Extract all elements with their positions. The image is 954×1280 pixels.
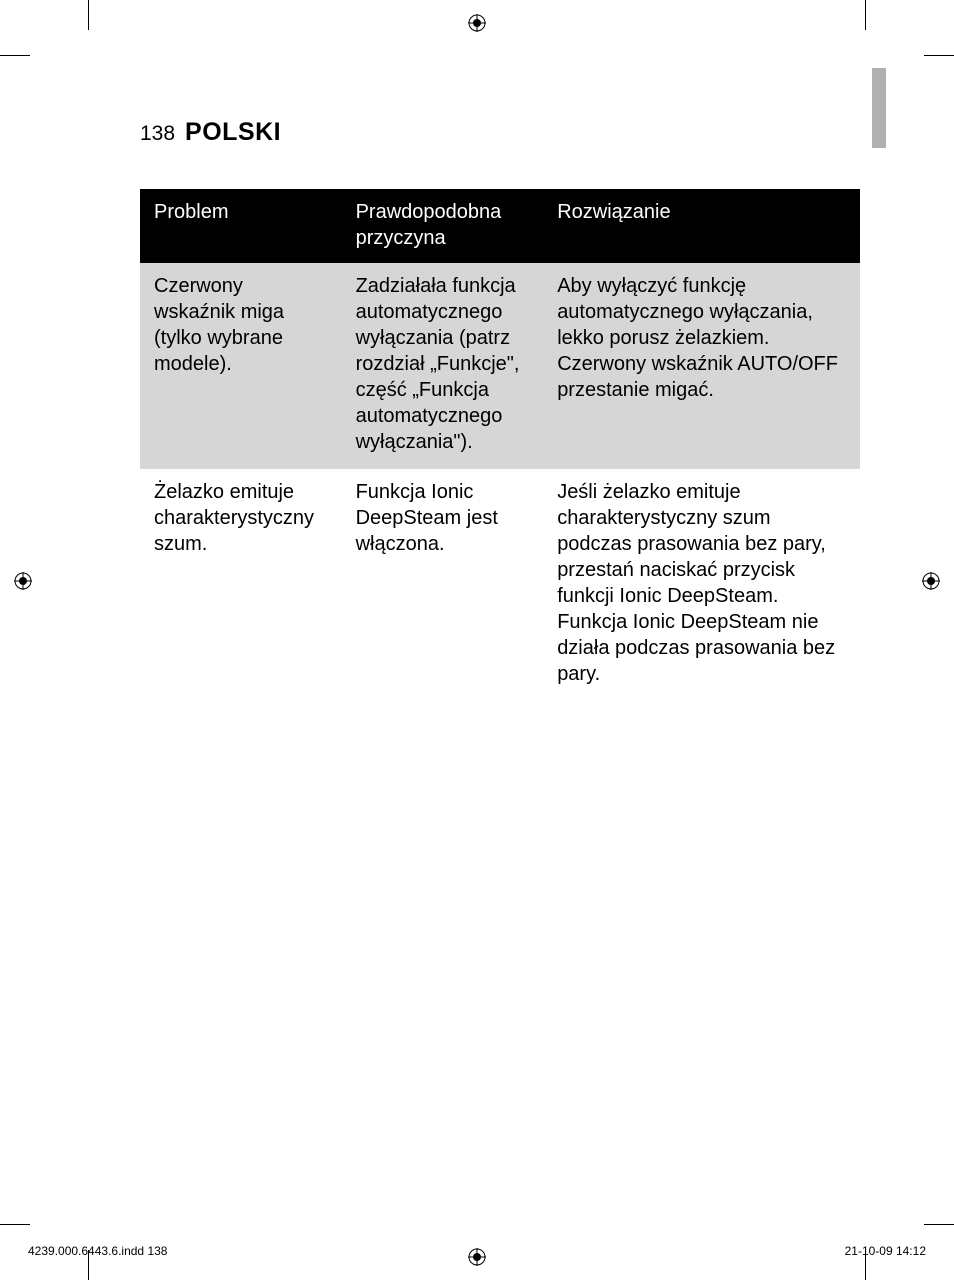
page-content: 138 POLSKI Problem Prawdopodobna przyczy… <box>140 118 860 701</box>
footer-timestamp: 21-10-09 14:12 <box>845 1244 926 1258</box>
cell-solution: Aby wyłączyć funkcję automatycznego wyłą… <box>543 263 860 469</box>
cell-problem: Czerwony wskaźnik miga (tylko wybrane mo… <box>140 263 342 469</box>
table-header-row: Problem Prawdopodobna przyczyna Rozwiąza… <box>140 189 860 263</box>
header-problem: Problem <box>140 189 342 263</box>
table-row: Żelazko emituje charakterystyczny szum. … <box>140 469 860 701</box>
page-number: 138 <box>140 122 175 146</box>
section-tab-mark <box>872 68 886 148</box>
troubleshooting-table: Problem Prawdopodobna przyczyna Rozwiąza… <box>140 189 860 701</box>
registration-mark-icon <box>922 572 940 590</box>
cell-problem: Żelazko emituje charakterystyczny szum. <box>140 469 342 701</box>
crop-mark <box>865 0 866 30</box>
crop-mark <box>88 0 89 30</box>
table-row: Czerwony wskaźnik miga (tylko wybrane mo… <box>140 263 860 469</box>
page-footer: 4239.000.6443.6.indd 138 21-10-09 14:12 <box>28 1244 926 1258</box>
cell-solution: Jeśli żelazko emituje charakterystyczny … <box>543 469 860 701</box>
crop-mark <box>924 55 954 56</box>
cell-cause: Funkcja Ionic DeepSteam jest włączona. <box>342 469 544 701</box>
crop-mark <box>924 1224 954 1225</box>
header-solution: Rozwiązanie <box>543 189 860 263</box>
crop-mark <box>0 55 30 56</box>
page-header: 138 POLSKI <box>140 118 860 147</box>
cell-cause: Zadziałała funkcja automatycznego wyłącz… <box>342 263 544 469</box>
registration-mark-icon <box>14 572 32 590</box>
page-title: POLSKI <box>185 118 281 147</box>
registration-mark-icon <box>468 14 486 32</box>
crop-mark <box>0 1224 30 1225</box>
footer-file: 4239.000.6443.6.indd 138 <box>28 1244 167 1258</box>
header-cause: Prawdopodobna przyczyna <box>342 189 544 263</box>
